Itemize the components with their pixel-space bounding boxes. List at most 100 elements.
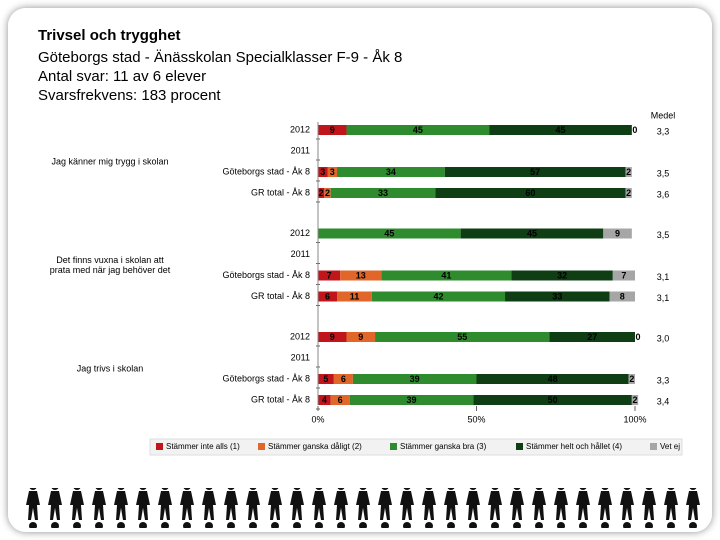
bar-segment [631, 395, 639, 405]
row-label: 2012 [290, 331, 310, 341]
data-label: 6 [338, 395, 343, 405]
medel-value: 3,5 [657, 168, 670, 178]
question-label: prata med när jag behöver det [50, 265, 171, 275]
bar-segment [435, 188, 626, 198]
data-label: 2 [626, 167, 631, 177]
data-label: 45 [527, 228, 537, 238]
data-label: 7 [621, 270, 626, 280]
data-label: 9 [330, 332, 335, 342]
bar-segment [318, 270, 341, 281]
data-label: 9 [330, 125, 335, 135]
row-label: Göteborgs stad - Åk 8 [222, 373, 310, 383]
question-label: Jag känner mig trygg i skolan [51, 156, 168, 166]
bar-segment [318, 167, 328, 177]
row-label: 2011 [291, 352, 310, 362]
bar-segment [318, 188, 325, 198]
bar-segment [337, 167, 445, 177]
data-label: 57 [530, 167, 540, 177]
row-label: GR total - Åk 8 [251, 291, 310, 301]
data-label: 33 [378, 188, 388, 198]
data-label: 9 [615, 228, 620, 238]
data-label: 55 [457, 332, 467, 342]
bar-segment [352, 374, 477, 384]
row-label: 2011 [291, 249, 310, 259]
bar-segment [473, 395, 632, 405]
data-label: 8 [620, 291, 625, 301]
bar-segment [628, 374, 635, 384]
subtitle: Svarsfrekvens: 183 procent [38, 87, 221, 104]
legend-swatch [258, 443, 265, 450]
bar-segment [375, 332, 550, 342]
question-label: Det finns vuxna i skolan att [56, 255, 164, 265]
row-label: 2012 [290, 124, 310, 134]
decoration [20, 488, 700, 528]
question-label: Jag trivs i skolan [77, 363, 144, 373]
data-label: 3 [320, 167, 325, 177]
bar-segment [609, 291, 635, 302]
data-label: 45 [413, 125, 423, 135]
bar-segment [371, 291, 506, 302]
medel-value: 3,6 [657, 189, 670, 199]
medel-header: Medel [651, 110, 676, 120]
bar-segment [505, 291, 610, 302]
data-label: 2 [632, 395, 637, 405]
data-label: 0 [632, 125, 637, 135]
bar-segment [330, 188, 436, 198]
medel-value: 3,1 [657, 293, 670, 303]
data-label: 13 [356, 270, 366, 280]
data-label: 5 [323, 374, 328, 384]
data-label: 9 [358, 332, 363, 342]
medel-value: 3,3 [657, 375, 670, 385]
bar-segment [318, 125, 347, 135]
data-label: 50 [548, 395, 558, 405]
medel-value: 3,1 [657, 272, 670, 282]
data-label: 32 [557, 270, 567, 280]
legend-label: Vet ej [660, 442, 680, 451]
x-tick-label: 0% [311, 414, 324, 424]
data-label: 27 [587, 332, 597, 342]
legend-box [149, 438, 683, 456]
bar-segment [349, 395, 474, 405]
data-label: 2 [626, 188, 631, 198]
data-label: 41 [441, 270, 451, 280]
bar-segment [476, 374, 629, 384]
data-label: 2 [629, 374, 634, 384]
data-label: 39 [407, 395, 417, 405]
bar-segment [460, 228, 604, 239]
data-label: 11 [350, 291, 360, 301]
legend-swatch [516, 443, 523, 450]
data-label: 2 [319, 188, 324, 198]
data-label: 3 [330, 167, 335, 177]
bar-segment [381, 270, 512, 281]
title: Trivsel och trygghet [38, 27, 181, 44]
data-label: 60 [525, 188, 535, 198]
bar-segment [333, 374, 353, 384]
medel-value: 3,4 [657, 396, 670, 406]
bar-segment [489, 125, 632, 135]
bar-segment [346, 125, 490, 135]
row-label: GR total - Åk 8 [251, 394, 310, 404]
legend-label: Stämmer inte alls (1) [166, 442, 240, 451]
bar-segment [324, 188, 331, 198]
bar-segment [511, 270, 613, 281]
bar-segment [346, 332, 376, 342]
row-label: Göteborgs stad - Åk 8 [222, 166, 310, 176]
legend-swatch [390, 443, 397, 450]
bar-segment [327, 167, 338, 177]
data-label: 7 [327, 270, 332, 280]
x-tick-label: 100% [623, 414, 646, 424]
data-label: 4 [322, 395, 327, 405]
medel-value: 3,5 [657, 230, 670, 240]
bar-segment [318, 332, 347, 342]
data-label: 45 [384, 228, 394, 238]
bar-segment [444, 167, 626, 177]
legend-label: Stämmer ganska dåligt (2) [268, 442, 362, 451]
bar-segment [549, 332, 635, 342]
bar-segment [318, 291, 338, 302]
bar-segment [318, 228, 461, 239]
data-label: 2 [325, 188, 330, 198]
subtitle: Göteborgs stad - Änässkolan Specialklass… [38, 49, 402, 66]
bar-segment [625, 167, 632, 177]
legend-label: Stämmer helt och hållet (4) [526, 442, 622, 451]
